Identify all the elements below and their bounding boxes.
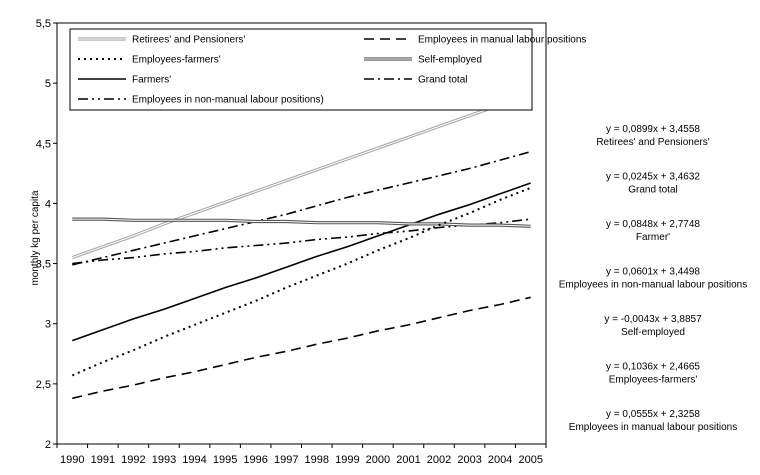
trend-equation-label-3: Employees in non-manual labour positions [559, 280, 747, 291]
legend-entry-5: Grand total [418, 75, 467, 86]
x-tick-label: 1995 [213, 454, 237, 466]
x-tick-label: 1996 [243, 454, 267, 466]
y-tick-label: 5 [45, 78, 51, 90]
series-line-5 [71, 186, 532, 377]
x-tick-label: 1993 [152, 454, 176, 466]
legend-entry-6: Employees in non-manual labour positions… [132, 95, 324, 106]
y-tick-label: 3,5 [36, 259, 51, 271]
x-tick-label: 1992 [121, 454, 145, 466]
trend-equation-label-0: Retirees' and Pensioners' [596, 137, 709, 148]
x-tick-label: 2002 [427, 454, 451, 466]
x-tick-label: 1990 [60, 454, 84, 466]
x-tick-label: 1994 [182, 454, 206, 466]
series-line-2 [72, 182, 531, 342]
x-tick-label: 2003 [457, 454, 481, 466]
trend-equation-label-5: Employees-farmers' [609, 375, 698, 386]
y-tick-label: 2,5 [36, 379, 51, 391]
legend-entry-3: Self-employed [418, 55, 482, 66]
y-tick-label: 3 [45, 319, 51, 331]
x-tick-label: 2001 [396, 454, 420, 466]
series-line-6-stroke [72, 296, 531, 400]
trend-equation-label-1: Grand total [628, 185, 677, 196]
trend-equation-label-4: Self-employed [621, 327, 685, 338]
series-line-6 [72, 296, 531, 400]
legend-entry-2: Employees-farmers' [132, 55, 221, 66]
series-line-4-inner [72, 218, 531, 227]
legend: Retirees' and Pensioners' Employees in ma… [69, 28, 586, 111]
y-tick-label: 2 [45, 439, 51, 451]
series-line-0-inner [72, 93, 531, 259]
trend-equation-5: y = 0,1036x + 2,4665 [606, 362, 700, 373]
series-line-2-stroke [72, 182, 531, 342]
trend-equation-1: y = 0,0245x + 3,4632 [606, 172, 700, 183]
y-tick-label: 5,5 [36, 18, 51, 30]
trend-equation-0: y = 0,0899x + 3,4558 [606, 124, 700, 135]
legend-entry-0: Retirees' and Pensioners' [132, 35, 245, 46]
y-tick-label: 4,5 [36, 138, 51, 150]
series-lines [71, 92, 532, 400]
y-axis-title: monthly kg per capita [30, 190, 41, 285]
trend-equation-label-6: Employees in manual labour positions [569, 422, 737, 433]
x-tick-label: 1999 [335, 454, 359, 466]
series-line-5-stroke [71, 186, 532, 377]
x-tick-label: 2005 [518, 454, 542, 466]
trend-equation-3: y = 0,0601x + 3,4498 [606, 267, 700, 278]
trend-equations: y = 0,0899x + 3,4558 Retirees' and Pensio… [559, 124, 747, 433]
x-tick-label: 2000 [366, 454, 390, 466]
trend-equation-4: y = -0,0043x + 3,8857 [604, 314, 702, 325]
legend-entry-4: Farmers' [132, 75, 171, 86]
series-line-1-stroke [72, 150, 531, 266]
series-line-0 [71, 92, 532, 260]
trend-equation-label-2: Farmer' [636, 232, 670, 243]
trend-equation-6: y = 0,0555x + 2,3258 [606, 409, 700, 420]
y-tick-label: 4 [45, 198, 51, 210]
x-tick-label: 1997 [274, 454, 298, 466]
x-axis: 1990 1991 1992 1993 1994 1995 1996 1997 1998 1999… [56, 444, 547, 466]
trend-equation-2: y = 0,0848x + 2,7748 [606, 219, 700, 230]
legend-box [69, 28, 533, 111]
x-tick-label: 1991 [91, 454, 115, 466]
y-axis: 2 2,5 3 3,5 4 4,5 5 5,5 [36, 18, 57, 451]
legend-entry-1: Employees in manual labour positions [418, 35, 586, 46]
series-line-1 [72, 150, 531, 266]
x-tick-label: 2004 [488, 454, 512, 466]
x-tick-label: 1998 [305, 454, 329, 466]
series-line-4 [72, 217, 531, 228]
